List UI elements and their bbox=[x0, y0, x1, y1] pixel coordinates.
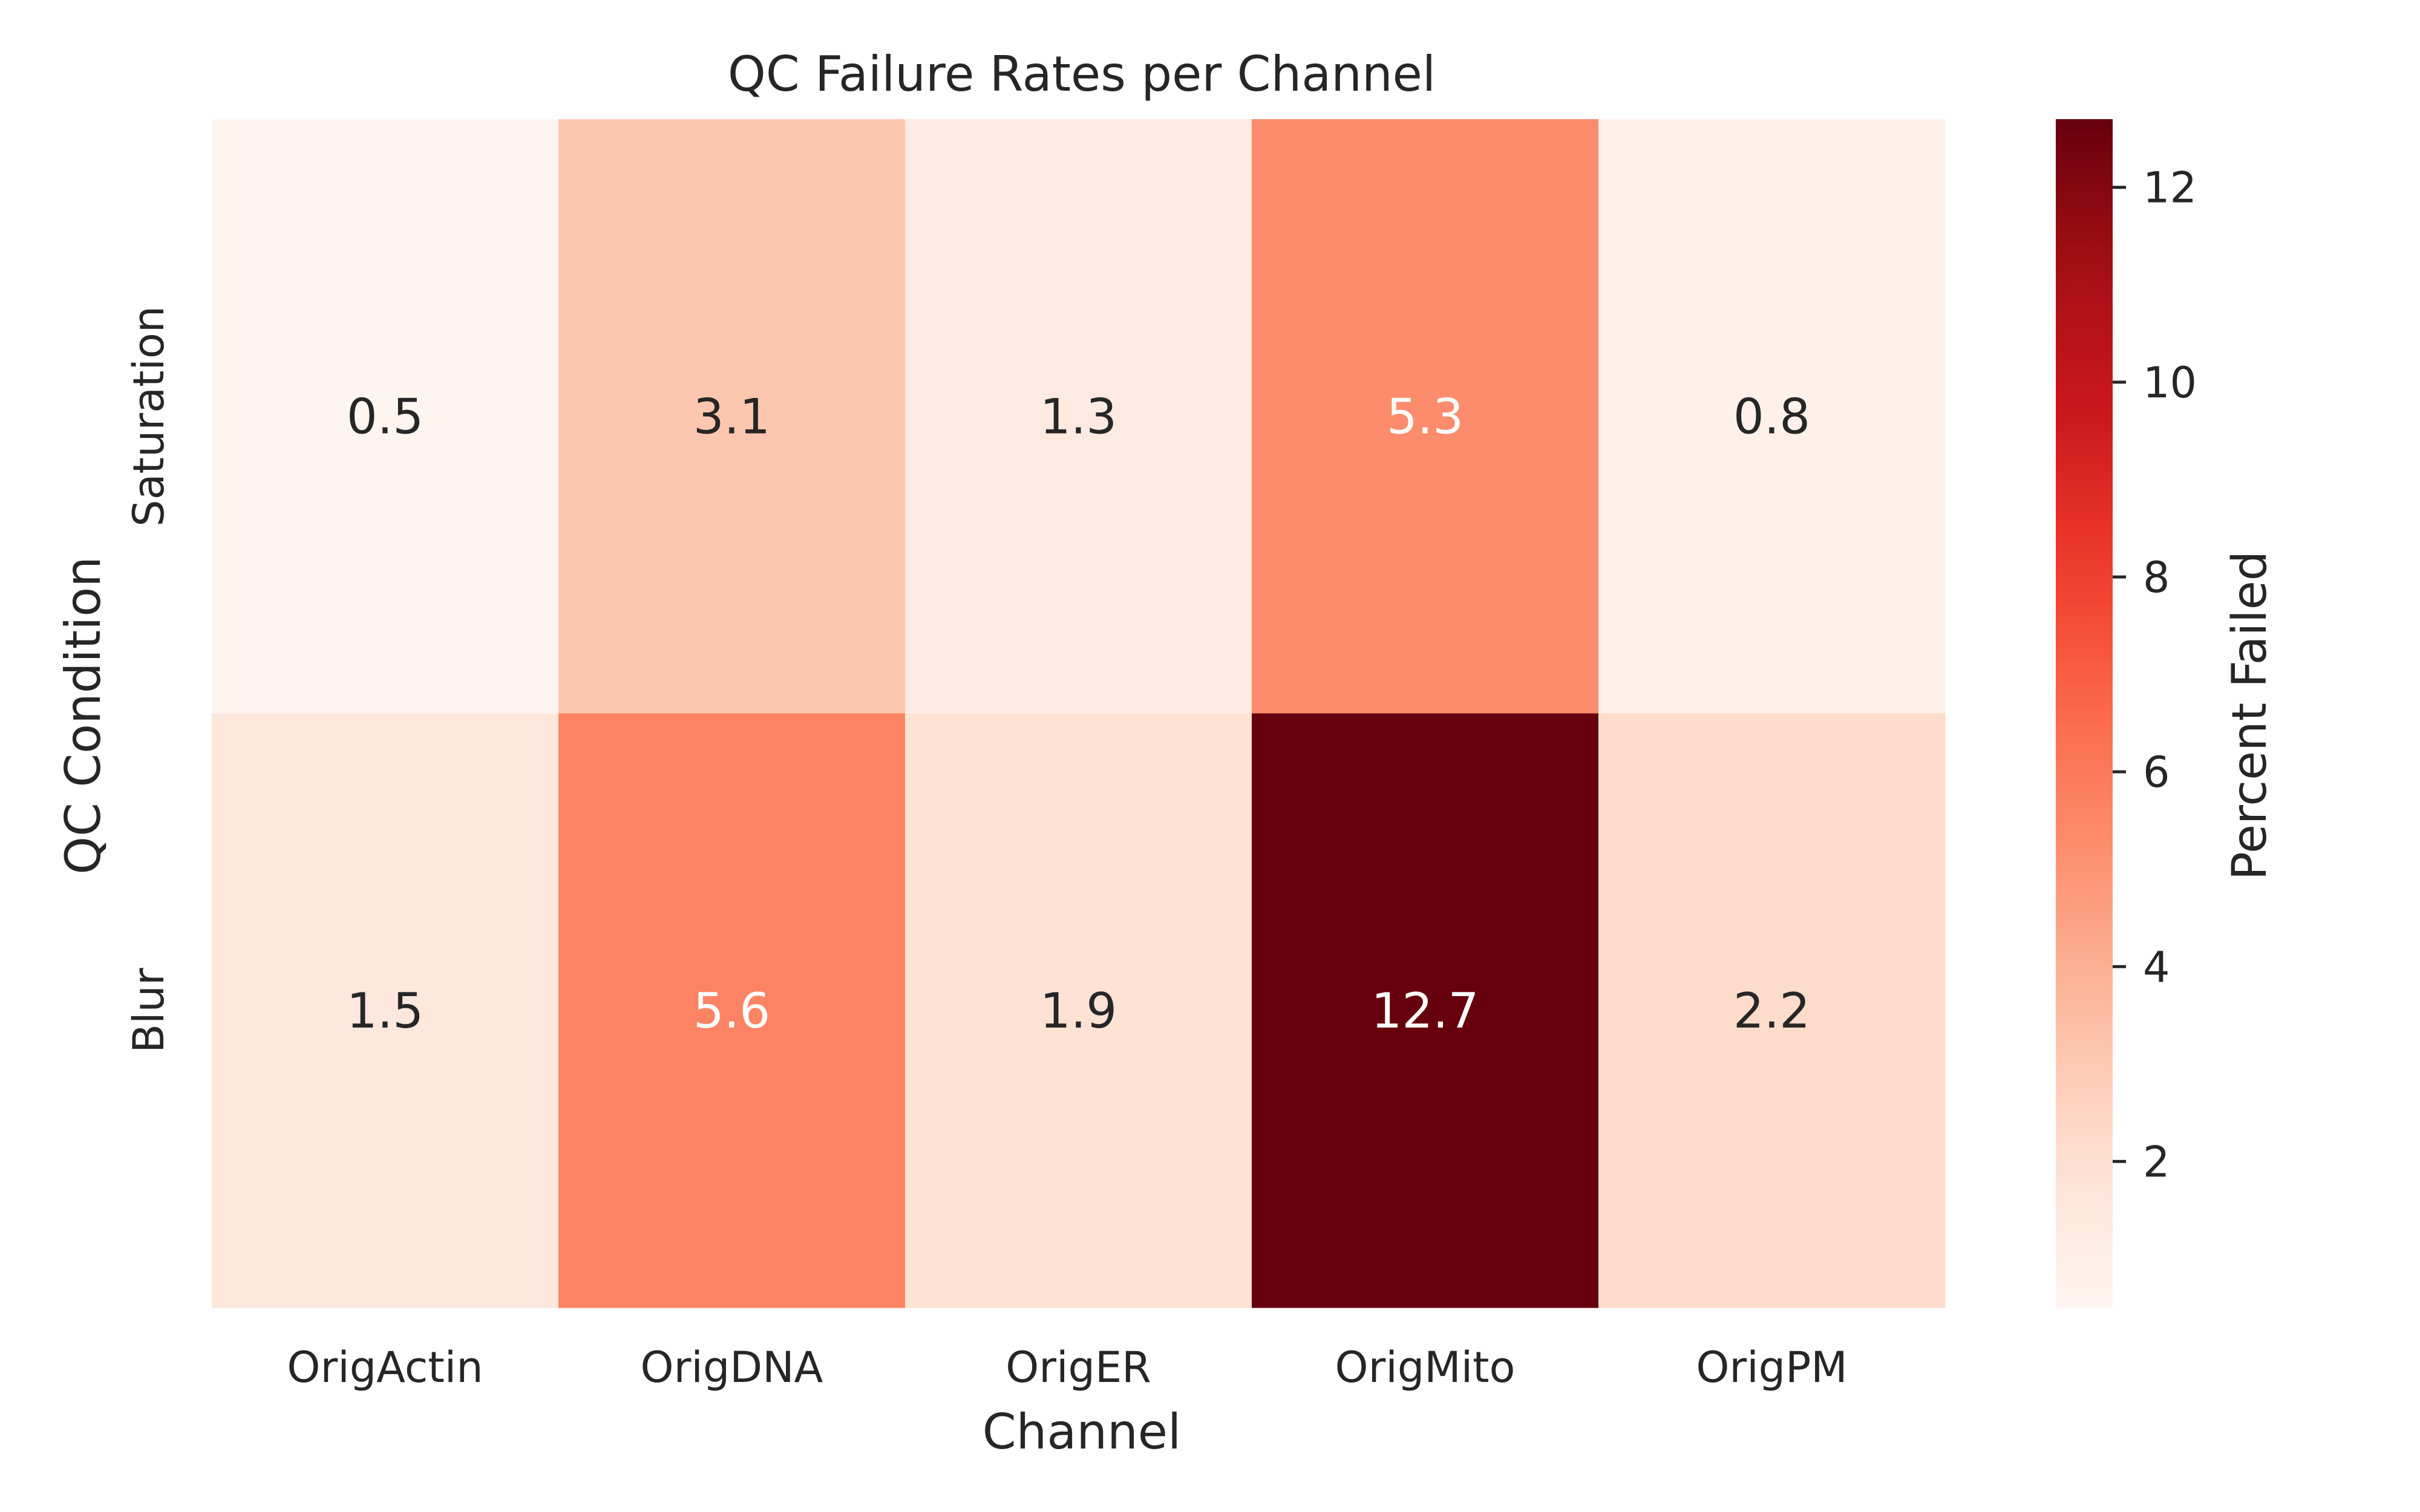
heatmap-cell bbox=[905, 119, 1252, 714]
colorbar-tick-label: 10 bbox=[2143, 358, 2197, 408]
cell-value-label: 0.8 bbox=[1733, 388, 1810, 445]
x-tick-label: OrigActin bbox=[287, 1343, 483, 1392]
cell-value-label: 1.3 bbox=[1040, 388, 1117, 445]
y-axis-label: QC Condition bbox=[55, 556, 111, 875]
x-tick-label: OrigER bbox=[1006, 1343, 1151, 1392]
x-axis-label: Channel bbox=[983, 1404, 1181, 1460]
heatmap-cell bbox=[558, 119, 906, 714]
y-tick-labels: Saturation Blur bbox=[124, 306, 174, 1053]
heatmap-cell bbox=[558, 713, 906, 1308]
cell-value-label: 2.2 bbox=[1733, 983, 1810, 1039]
x-tick-label: OrigMito bbox=[1335, 1343, 1516, 1392]
chart-title: QC Failure Rates per Channel bbox=[728, 46, 1436, 102]
heatmap-cells: 0.5 3.1 1.3 5.3 0.8 1.5 5.6 1.9 12.7 2.2 bbox=[212, 119, 1946, 1308]
colorbar-tick-label: 6 bbox=[2143, 748, 2170, 797]
colorbar-tick-label: 8 bbox=[2143, 553, 2170, 602]
x-tick-label: OrigDNA bbox=[641, 1343, 823, 1392]
heatmap-cell bbox=[1598, 713, 1946, 1308]
heatmap-cell bbox=[905, 713, 1252, 1308]
colorbar-ticks: 2 4 6 8 10 12 bbox=[2113, 163, 2197, 1187]
y-tick-label: Blur bbox=[124, 968, 174, 1053]
colorbar-tick-label: 4 bbox=[2143, 942, 2170, 992]
heatmap-cell bbox=[212, 713, 559, 1308]
cell-value-label: 12.7 bbox=[1371, 983, 1479, 1039]
y-tick-label: Saturation bbox=[124, 306, 174, 527]
x-tick-label: OrigPM bbox=[1696, 1343, 1847, 1392]
colorbar bbox=[2056, 119, 2113, 1308]
cell-value-label: 5.6 bbox=[693, 983, 770, 1039]
colorbar-tick-label: 2 bbox=[2143, 1137, 2170, 1187]
cell-value-label: 1.5 bbox=[347, 983, 424, 1039]
heatmap-cell bbox=[1252, 713, 1599, 1308]
heatmap-cell bbox=[212, 119, 559, 714]
cell-value-label: 0.5 bbox=[347, 388, 424, 445]
colorbar-label: Percent Failed bbox=[2223, 551, 2277, 881]
heatmap-cell bbox=[1598, 119, 1946, 714]
x-tick-labels: OrigActin OrigDNA OrigER OrigMito OrigPM bbox=[287, 1343, 1847, 1392]
cell-value-label: 1.9 bbox=[1040, 983, 1117, 1039]
cell-value-label: 3.1 bbox=[693, 388, 770, 445]
colorbar-tick-label: 12 bbox=[2143, 163, 2197, 213]
heatmap-cell bbox=[1252, 119, 1599, 714]
cell-value-label: 5.3 bbox=[1387, 388, 1463, 445]
